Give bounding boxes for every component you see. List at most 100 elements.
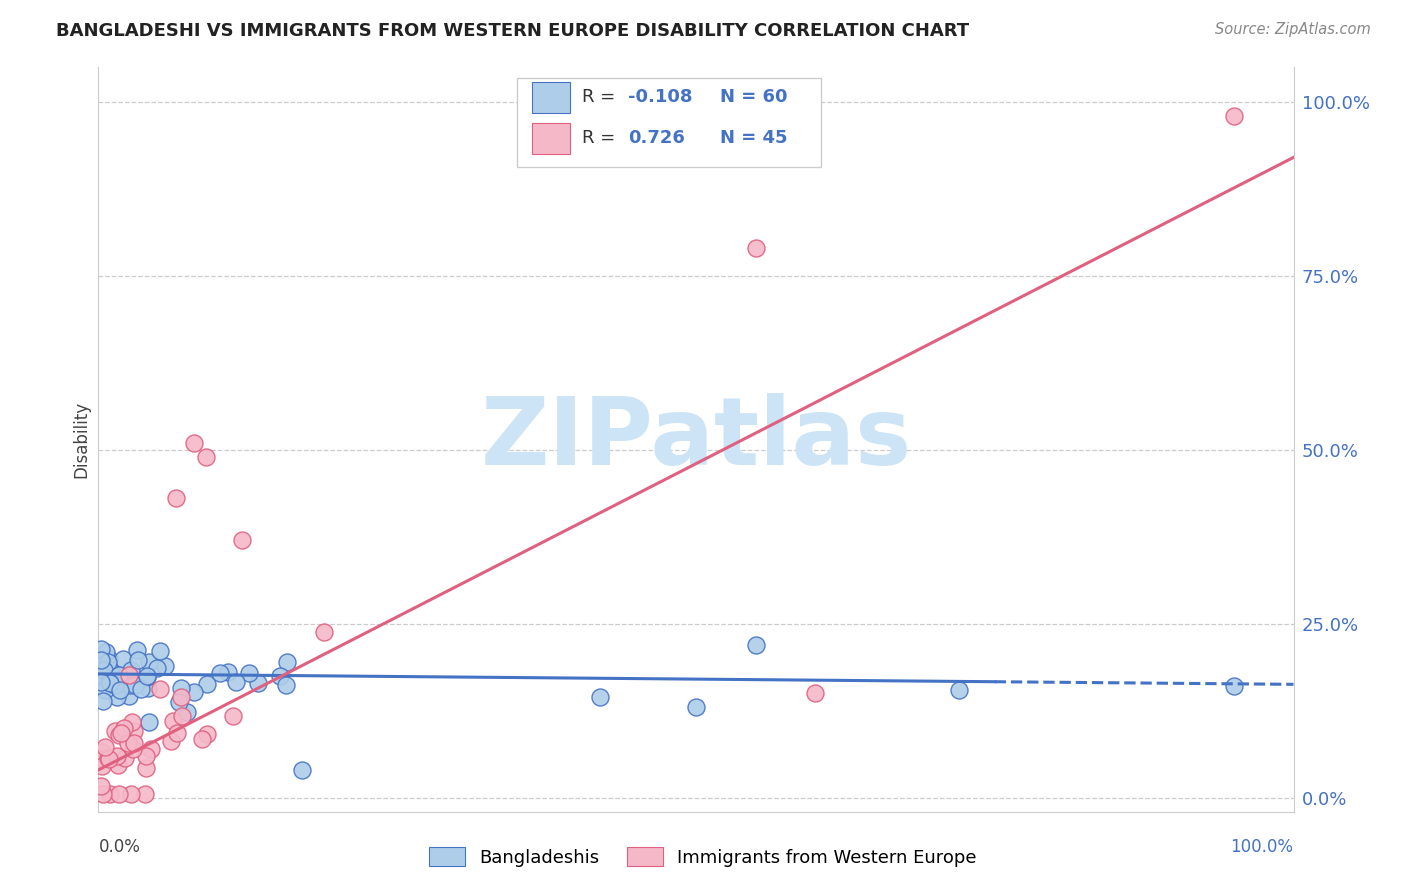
Point — [153, 659, 176, 673]
Text: 100.0%: 100.0% — [1230, 838, 1294, 855]
Point — [135, 748, 157, 763]
Point — [118, 678, 141, 692]
Point — [110, 726, 132, 740]
Point — [98, 787, 121, 801]
Point — [107, 749, 129, 764]
Text: N = 60: N = 60 — [720, 88, 787, 106]
Point — [136, 681, 159, 696]
Point — [114, 721, 136, 735]
Point — [122, 736, 145, 750]
Point — [120, 663, 142, 677]
Point — [97, 655, 120, 669]
Point — [183, 684, 205, 698]
Text: BANGLADESHI VS IMMIGRANTS FROM WESTERN EUROPE DISABILITY CORRELATION CHART: BANGLADESHI VS IMMIGRANTS FROM WESTERN E… — [56, 22, 969, 40]
Point — [111, 652, 134, 666]
Point — [129, 681, 152, 696]
Point — [107, 758, 129, 772]
Point — [804, 686, 827, 700]
Point — [104, 723, 127, 738]
Point — [135, 761, 157, 775]
Point — [166, 726, 188, 740]
Point — [225, 674, 247, 689]
Point — [97, 751, 120, 765]
Point — [90, 780, 112, 794]
Point — [195, 727, 218, 741]
Point — [90, 664, 112, 678]
Point — [98, 664, 121, 678]
FancyBboxPatch shape — [533, 122, 571, 154]
Point — [291, 763, 314, 777]
Point — [195, 677, 218, 691]
Point — [90, 653, 112, 667]
Point — [91, 667, 114, 681]
Text: N = 45: N = 45 — [720, 129, 787, 147]
Point — [90, 752, 112, 766]
Point — [121, 715, 143, 730]
Point — [208, 665, 231, 680]
Point — [169, 690, 191, 704]
Point — [127, 673, 149, 687]
Point — [222, 709, 245, 723]
Point — [136, 669, 159, 683]
Point — [217, 665, 239, 679]
Point — [124, 678, 146, 692]
Point — [93, 694, 115, 708]
Point — [96, 645, 118, 659]
Point — [176, 705, 198, 719]
Point — [191, 731, 214, 746]
Point — [149, 644, 172, 658]
Point — [90, 651, 112, 665]
Point — [94, 683, 117, 698]
Point — [269, 669, 291, 683]
Point — [127, 642, 149, 657]
Point — [98, 752, 121, 766]
Point — [312, 625, 335, 640]
Text: Source: ZipAtlas.com: Source: ZipAtlas.com — [1215, 22, 1371, 37]
Point — [108, 728, 131, 742]
Point — [1223, 680, 1246, 694]
Point — [138, 656, 160, 670]
Point — [195, 450, 218, 464]
Text: 0.0%: 0.0% — [98, 838, 141, 855]
Point — [107, 673, 129, 687]
Point — [93, 663, 115, 677]
Point — [127, 652, 149, 666]
Point — [165, 491, 187, 506]
Point — [114, 751, 136, 765]
Point — [100, 674, 122, 689]
Point — [276, 678, 298, 692]
Point — [948, 682, 970, 697]
Point — [162, 714, 184, 728]
Point — [117, 736, 139, 750]
Point — [167, 695, 190, 709]
Point — [90, 675, 112, 690]
Text: R =: R = — [582, 129, 621, 147]
Point — [745, 241, 768, 255]
Point — [138, 715, 160, 730]
Point — [134, 787, 156, 801]
Point — [98, 652, 121, 666]
Point — [170, 681, 193, 695]
Point — [120, 787, 142, 801]
Point — [98, 674, 121, 689]
Point — [170, 709, 193, 723]
Point — [149, 681, 172, 696]
Text: ZIPatlas: ZIPatlas — [481, 393, 911, 485]
Y-axis label: Disability: Disability — [72, 401, 90, 478]
Point — [685, 700, 707, 714]
Point — [122, 742, 145, 756]
Point — [90, 641, 112, 656]
FancyBboxPatch shape — [517, 78, 821, 168]
Text: -0.108: -0.108 — [628, 88, 692, 106]
Point — [98, 676, 121, 690]
Point — [107, 677, 129, 691]
Point — [118, 689, 141, 703]
Point — [1223, 109, 1246, 123]
Point — [589, 690, 612, 704]
Point — [105, 670, 128, 684]
Point — [108, 787, 131, 801]
Point — [91, 745, 114, 759]
Point — [135, 670, 157, 684]
Point — [160, 733, 183, 747]
Text: R =: R = — [582, 88, 621, 106]
